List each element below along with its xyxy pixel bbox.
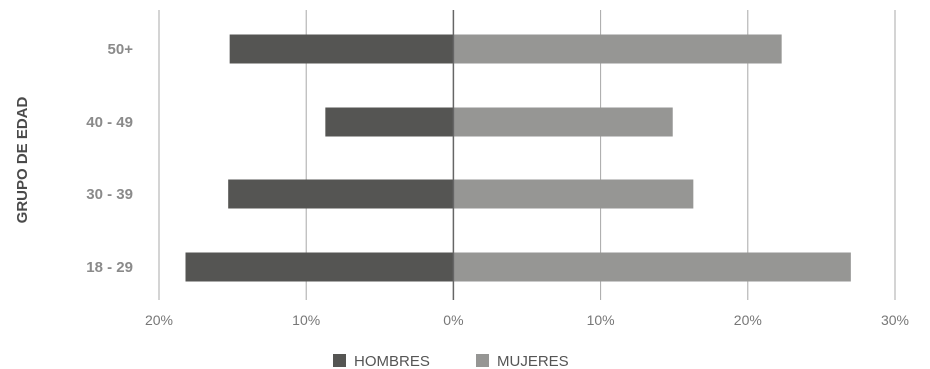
x-tick-label: 30% — [881, 312, 909, 328]
bar-mujeres-4049 — [453, 107, 673, 137]
legend-swatch-mujeres — [476, 354, 489, 367]
category-label: 30 - 39 — [86, 186, 133, 203]
legend-label-hombres: HOMBRES — [354, 353, 430, 369]
y-axis-title: GRUPO DE EDAD — [14, 96, 31, 223]
x-tick-labels: 20% 10% 0% 10% 20% 30% — [145, 312, 909, 328]
category-label: 50+ — [108, 41, 134, 58]
x-tick-label: 20% — [145, 312, 173, 328]
x-tick-label: 10% — [587, 312, 615, 328]
bar-hombres-50+ — [229, 34, 454, 64]
x-tick-label: 10% — [292, 312, 320, 328]
legend: HOMBRES MUJERES — [333, 353, 569, 369]
bar-mujeres-3039 — [453, 179, 694, 209]
category-label: 40 - 49 — [86, 114, 133, 131]
bar-layer — [185, 34, 851, 282]
x-tick-label: 0% — [443, 312, 463, 328]
bar-hombres-3039 — [228, 179, 454, 209]
bar-mujeres-50+ — [453, 34, 782, 64]
bar-hombres-4049 — [325, 107, 454, 137]
x-tick-label: 20% — [734, 312, 762, 328]
legend-swatch-hombres — [333, 354, 346, 367]
legend-label-mujeres: MUJERES — [497, 353, 569, 369]
category-labels: 18 - 29 30 - 39 40 - 49 50+ — [86, 41, 133, 276]
category-label: 18 - 29 — [86, 259, 133, 276]
bar-hombres-1829 — [185, 252, 454, 282]
bar-mujeres-1829 — [453, 252, 851, 282]
